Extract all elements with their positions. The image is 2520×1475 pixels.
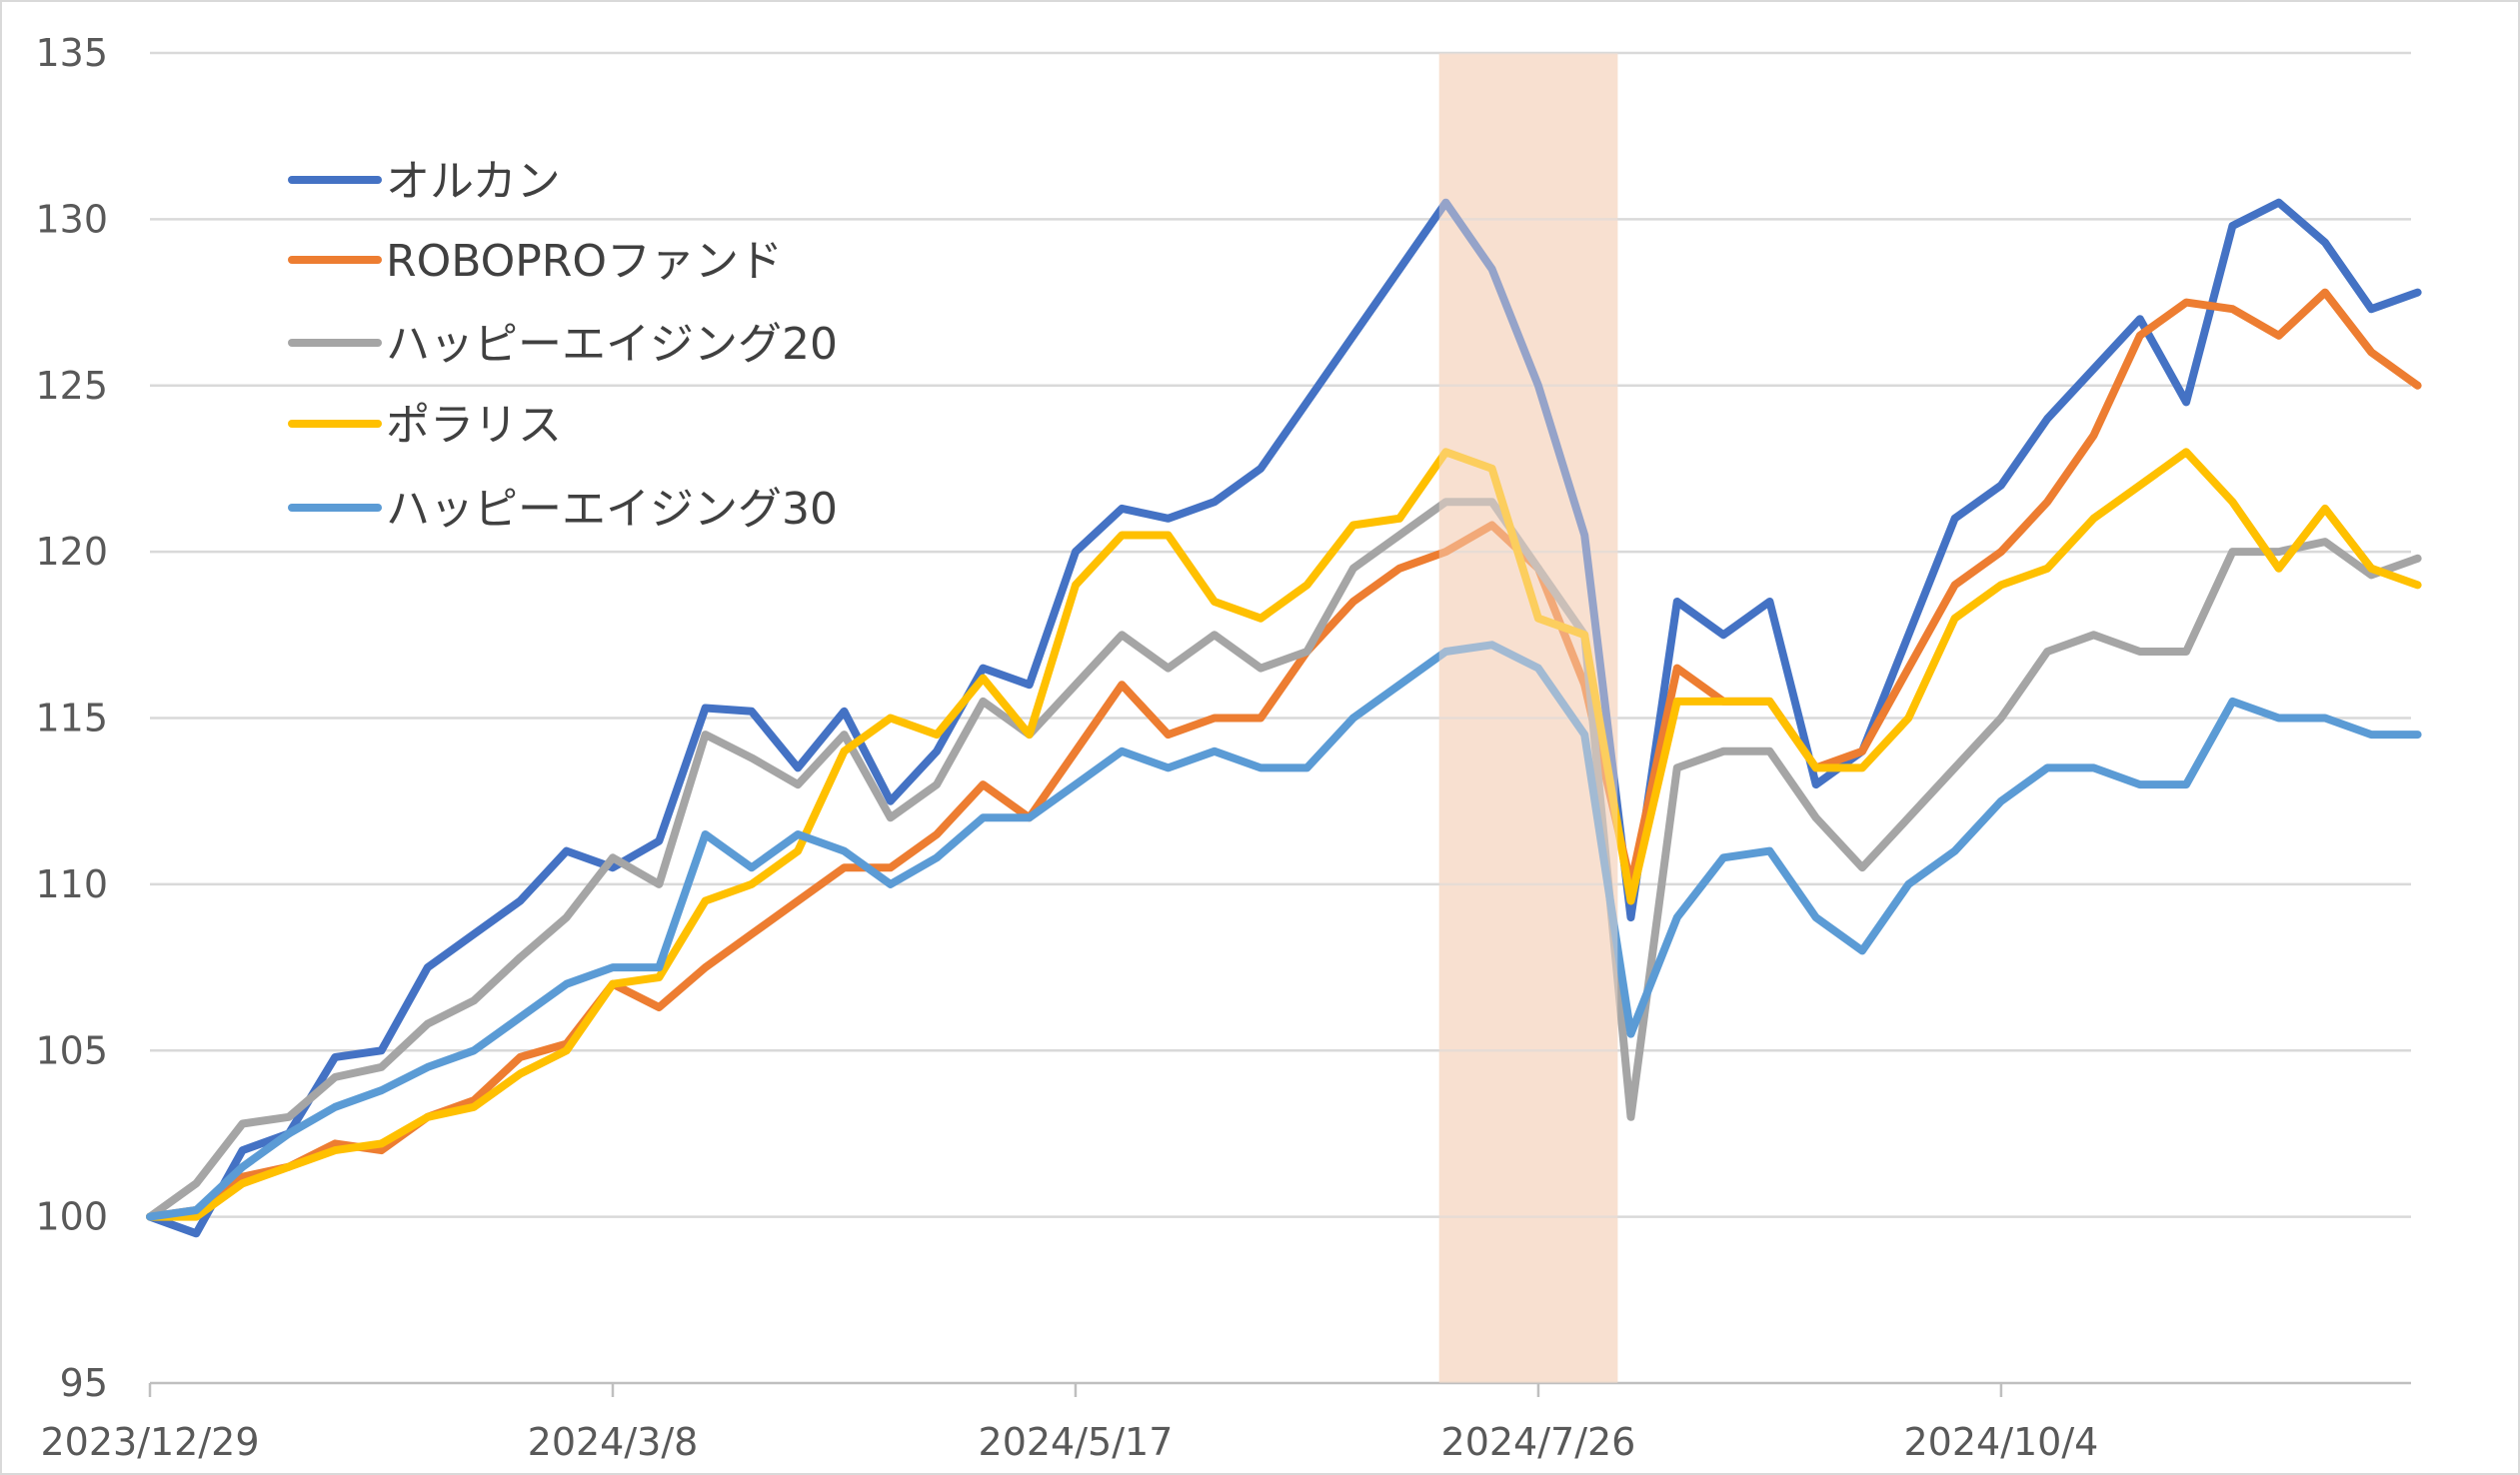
x-tick-label: 2024/7/26 (1441, 1420, 1636, 1464)
series-line-0 (146, 198, 2422, 1238)
series-line-1 (146, 288, 2422, 1221)
y-tick-label: 135 (35, 31, 108, 75)
legend-label: ハッピーエイジング20 (386, 319, 838, 370)
legend-item: ROBOPROファンド (288, 236, 783, 287)
legend-label: ハッピーエイジング30 (386, 484, 838, 535)
series-line-3 (146, 448, 2422, 1221)
y-tick-label: 110 (35, 862, 108, 906)
y-tick-label: 100 (35, 1195, 108, 1239)
x-tick-label: 2024/5/17 (979, 1420, 1174, 1464)
series-line-2 (146, 498, 2422, 1221)
legend-item: オルカン (288, 156, 561, 207)
legend-label: ROBOPROファンド (386, 236, 783, 287)
y-tick-label: 125 (35, 364, 108, 408)
legend-item: ポラリス (288, 400, 562, 451)
y-tick-label: 105 (35, 1028, 108, 1072)
y-tick-label: 95 (60, 1361, 108, 1405)
highlight-overlay (1438, 53, 1618, 1383)
x-tick-label: 2023/12/29 (40, 1420, 259, 1464)
y-tick-label: 115 (35, 697, 108, 740)
x-tick-label: 2024/10/4 (1904, 1420, 2099, 1464)
legend-label: ポラリス (386, 400, 562, 451)
legend-label: オルカン (386, 156, 561, 207)
series-line-4 (146, 641, 2422, 1221)
y-tick-label: 130 (35, 197, 108, 241)
x-tick-label: 2024/3/8 (528, 1420, 699, 1464)
legend-item: ハッピーエイジング30 (288, 484, 838, 535)
y-tick-label: 120 (35, 530, 108, 574)
legend-item: ハッピーエイジング20 (288, 319, 838, 370)
